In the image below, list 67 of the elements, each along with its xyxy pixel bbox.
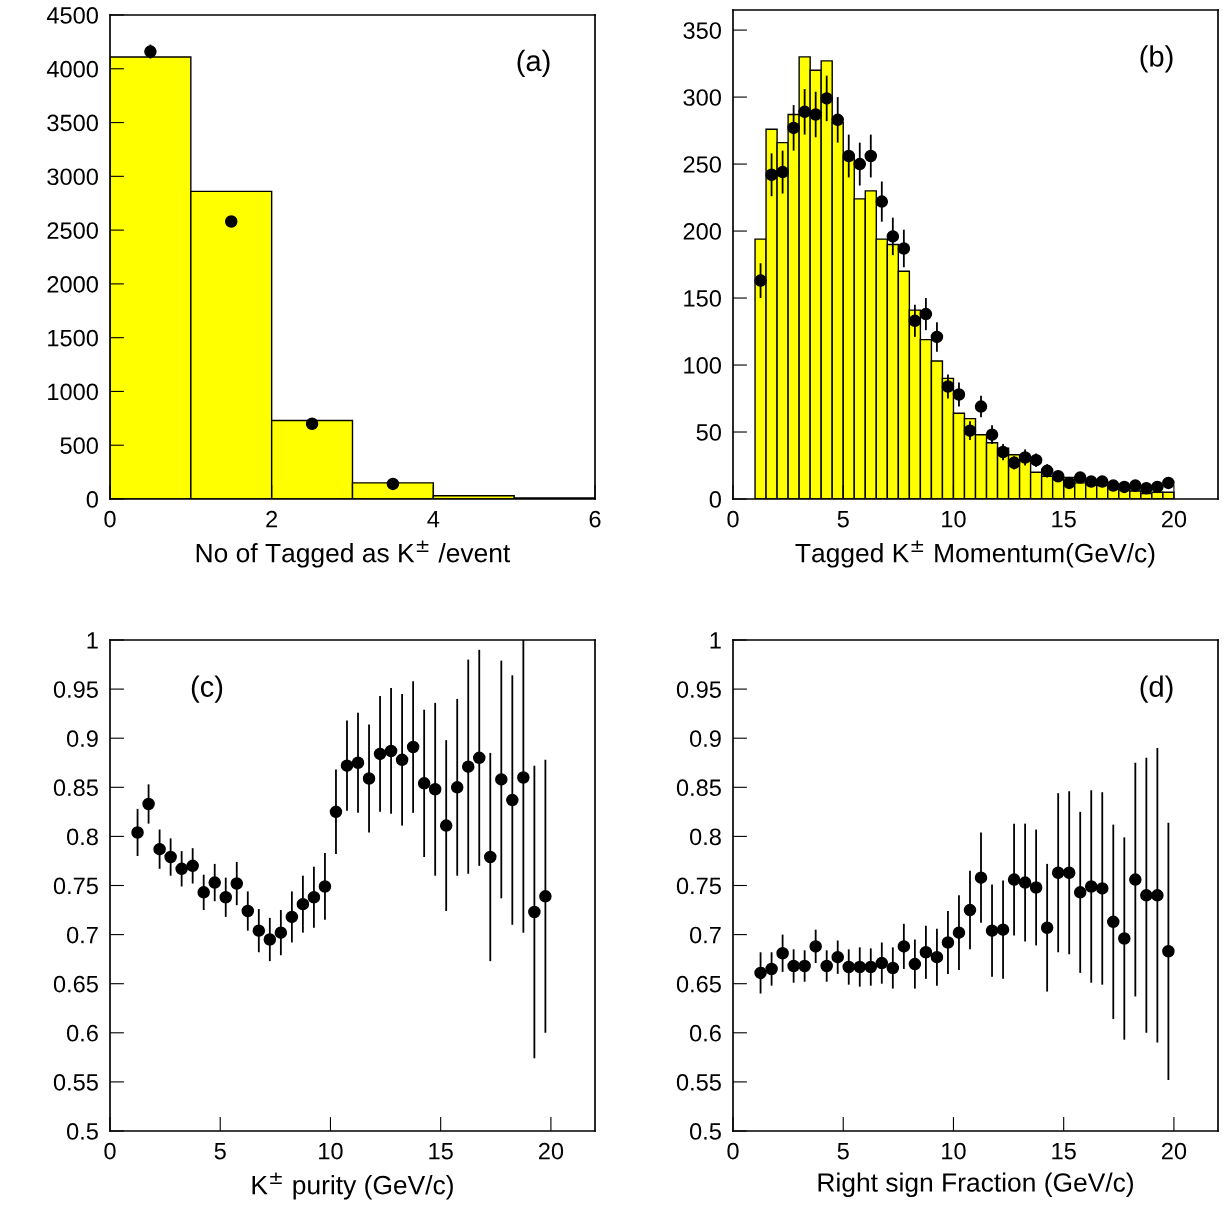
x-tick-label: 5: [837, 1142, 849, 1160]
annotation: (b): [1140, 45, 1173, 73]
y-tick-label: 0.85: [53, 779, 98, 797]
y-tick-label: 0.9: [66, 730, 98, 747]
x-axis-title: K$^{±}$ purity (GeV/c): [252, 1172, 453, 1200]
y-tick-label: 0.95: [676, 681, 721, 698]
y-tick-label: 0.55: [676, 1073, 721, 1091]
y-tick-label: 250: [683, 156, 721, 173]
y-tick-label: 0.95: [53, 681, 98, 698]
y-tick-label: 0.75: [676, 877, 721, 895]
x-tick-label: 15: [429, 1142, 453, 1160]
y-tick-label: 0.7: [689, 926, 721, 944]
y-tick-label: 1500: [48, 329, 98, 347]
annotation: (d): [1140, 675, 1173, 703]
x-tick-label: 20: [538, 1142, 564, 1160]
y-tick-label: 3000: [47, 168, 98, 186]
y-tick-label: 0.55: [53, 1073, 98, 1091]
y-tick-label: 0.6: [689, 1024, 721, 1042]
y-tick-label: 50: [696, 424, 721, 441]
y-tick-label: 0.6: [66, 1024, 98, 1042]
y-tick-label: 0.9: [689, 730, 721, 747]
y-tick-label: 4500: [46, 7, 98, 24]
x-axis-title: No of Tagged as K$^{±}$ /event: [196, 540, 511, 568]
y-tick-label: 500: [60, 437, 98, 455]
x-tick-label: 20: [1161, 510, 1187, 528]
annotation: (a): [517, 49, 550, 77]
y-tick-label: 0: [86, 491, 98, 508]
y-tick-label: 100: [684, 357, 721, 374]
y-tick-label: 0.5: [689, 1123, 721, 1140]
y-tick-label: 0.5: [66, 1123, 98, 1140]
y-tick-label: 0.8: [66, 828, 98, 846]
y-tick-label: 4000: [46, 60, 98, 78]
y-tick-label: 1000: [48, 383, 98, 401]
x-tick-label: 6: [589, 510, 601, 528]
x-tick-label: 15: [1052, 1142, 1076, 1160]
x-tick-label: 0: [104, 510, 116, 528]
y-tick-label: 0.65: [676, 975, 721, 993]
x-axis-title: Tagged K$^{±}$ Momentum(GeV/c): [795, 540, 1155, 568]
y-tick-label: 1: [87, 632, 98, 649]
x-tick-label: 10: [942, 1142, 966, 1160]
y-tick-label: 0: [709, 491, 721, 508]
x-axis-title: Right sign Fraction (GeV/c): [818, 1172, 1133, 1198]
y-tick-label: 0.85: [676, 779, 721, 797]
annotation: (c): [191, 675, 223, 703]
x-tick-label: 0: [104, 1142, 116, 1160]
y-tick-label: 0.65: [53, 975, 98, 993]
x-tick-label: 0: [727, 1142, 739, 1160]
y-tick-label: 0.7: [66, 926, 98, 944]
y-tick-label: 2000: [47, 275, 98, 293]
y-tick-label: 2500: [47, 222, 98, 239]
x-tick-label: 10: [319, 1142, 343, 1160]
x-tick-label: 5: [837, 510, 849, 528]
y-tick-label: 0.75: [53, 877, 98, 895]
y-tick-label: 150: [684, 290, 721, 307]
y-tick-label: 300: [683, 89, 721, 106]
x-tick-label: 5: [214, 1142, 226, 1160]
x-tick-label: 2: [266, 510, 278, 528]
y-tick-label: 200: [683, 223, 721, 240]
y-tick-label: 3500: [47, 114, 98, 132]
y-tick-label: 350: [683, 22, 721, 39]
y-tick-label: 1: [710, 632, 721, 649]
x-tick-label: 4: [427, 510, 440, 528]
x-tick-label: 20: [1161, 1142, 1187, 1160]
y-tick-label: 0.8: [689, 828, 721, 846]
x-tick-label: 10: [942, 510, 966, 528]
x-tick-label: 0: [727, 510, 739, 528]
x-tick-label: 15: [1052, 510, 1076, 528]
